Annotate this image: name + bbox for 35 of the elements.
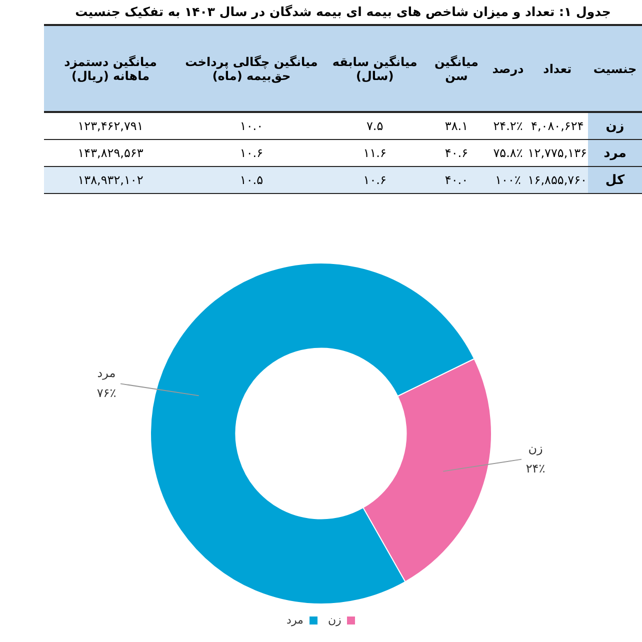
- legend-label: مرد: [286, 614, 304, 627]
- data-label: ۲۴٪: [526, 461, 546, 476]
- data-label: ۷۶٪: [96, 386, 116, 400]
- text: ۷۵.۸٪: [493, 146, 523, 160]
- text: ۱۴۳,۸۲۹,۵۶۳: [78, 146, 144, 160]
- text: ۷.۵: [366, 119, 384, 133]
- slice-label: مرد: [97, 366, 116, 380]
- category-label: کل: [605, 172, 625, 188]
- text: ۱۰.۵: [240, 173, 264, 187]
- text: ۲۴.۲٪: [493, 119, 523, 133]
- category-label: تعداد: [526, 25, 588, 112]
- text: ۱۰.۰: [240, 119, 264, 133]
- category-label: میانگین دستمزد ماهانه (ریال): [44, 25, 178, 112]
- text: ۱۶,۸۵۵,۷۶۰: [528, 173, 587, 187]
- text: جنسیت: [588, 25, 642, 112]
- category-label: مرد: [604, 146, 626, 160]
- text: جدول ۱: تعداد و میزان شاخص های بیمه ای بیمه شدگان در سال ۱۴۰۳ به تفکیک جنسیت: [74, 3, 612, 21]
- text: ۴۰.۰: [444, 173, 468, 187]
- legend-label: زن: [328, 614, 341, 627]
- category-label: میانگین سابقه (سال): [326, 25, 424, 112]
- text: ۳۸.۱: [444, 119, 468, 133]
- category-label: میانگین سن: [424, 25, 490, 112]
- slice-label: زن: [528, 441, 544, 456]
- text: ۴,۰۸۰,۶۲۴: [531, 119, 584, 133]
- text: ۱۱.۶: [363, 146, 386, 160]
- category-label: زن: [606, 118, 624, 134]
- text: ۱۲,۷۷۵,۱۳۶: [528, 146, 587, 160]
- category-label: میانگین چگالی پرداخت حق‌بیمه (ماه): [177, 25, 326, 112]
- text: ۱۰۰٪: [495, 173, 521, 187]
- text: ۱۲۳,۴۶۲,۷۹۱: [78, 119, 144, 133]
- text: ۱۳۸,۹۳۲,۱۰۲: [78, 173, 144, 187]
- category-label: درصد: [489, 25, 527, 112]
- text: ۱۰.۶: [363, 173, 386, 187]
- text: ۱۰.۶: [240, 146, 264, 160]
- text: ۴۰.۶: [444, 146, 468, 160]
